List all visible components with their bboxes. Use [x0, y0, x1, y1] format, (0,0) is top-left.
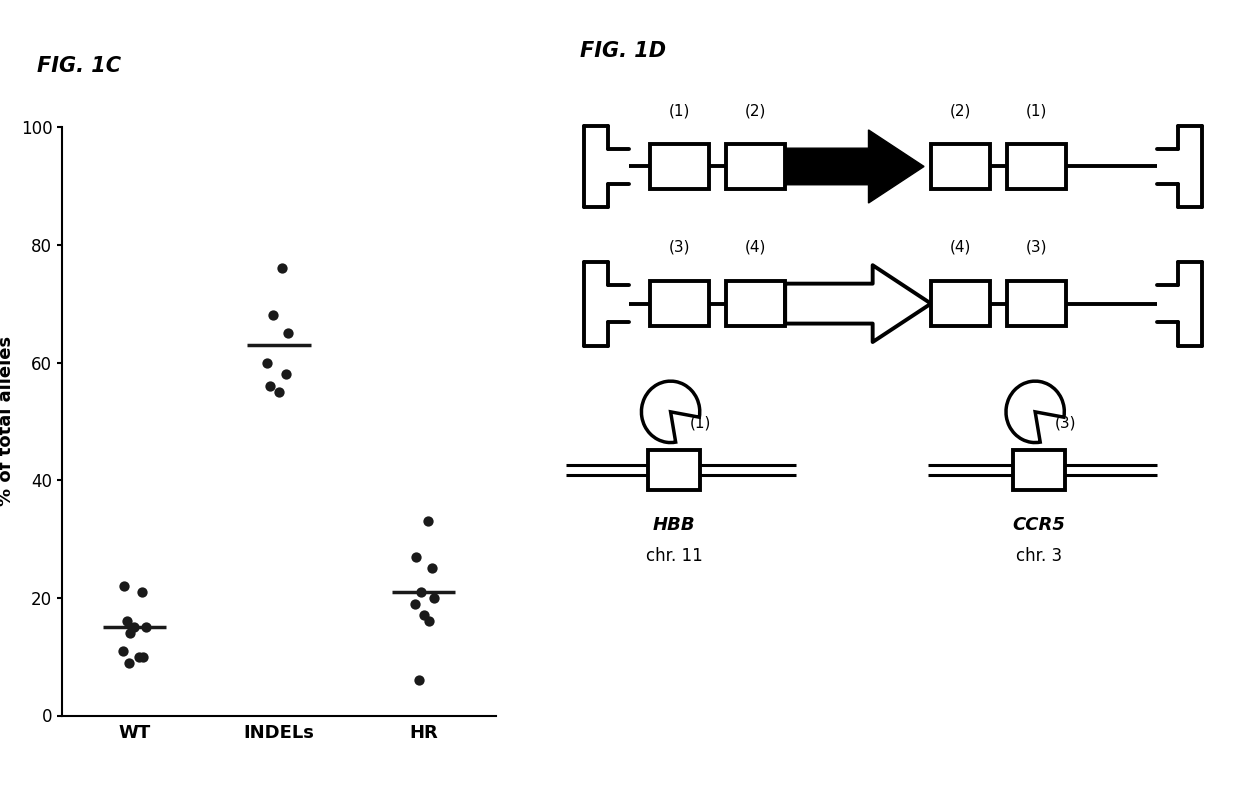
- Point: [414, 609, 434, 622]
- Point: [263, 309, 283, 322]
- Bar: [931, 144, 990, 189]
- Point: [418, 515, 438, 528]
- Point: [405, 597, 425, 610]
- Wedge shape: [1006, 381, 1064, 443]
- Text: CCR5: CCR5: [1012, 516, 1065, 533]
- Bar: [650, 281, 709, 326]
- Wedge shape: [641, 381, 699, 443]
- Point: [409, 674, 429, 687]
- Point: [410, 586, 430, 599]
- Point: [117, 615, 136, 628]
- Point: [114, 580, 134, 592]
- Bar: [727, 144, 785, 189]
- Point: [272, 262, 291, 275]
- Point: [120, 626, 140, 639]
- Bar: [931, 281, 990, 326]
- Text: FIG. 1D: FIG. 1D: [580, 41, 666, 60]
- Point: [258, 356, 278, 369]
- Point: [260, 380, 280, 393]
- Text: FIG. 1C: FIG. 1C: [37, 56, 122, 76]
- Point: [124, 621, 144, 634]
- Point: [424, 591, 444, 604]
- Bar: [1007, 144, 1066, 189]
- Point: [269, 386, 289, 398]
- Point: [407, 550, 427, 563]
- Text: chr. 3: chr. 3: [1016, 547, 1061, 565]
- Point: [278, 327, 298, 339]
- Point: [423, 562, 443, 575]
- Text: (3): (3): [1027, 239, 1048, 254]
- Point: [133, 650, 153, 663]
- Point: [419, 615, 439, 628]
- Polygon shape: [785, 266, 931, 342]
- Bar: [1007, 281, 1066, 326]
- Text: (2): (2): [950, 104, 971, 119]
- Text: (1): (1): [689, 415, 712, 430]
- Text: (2): (2): [745, 104, 766, 119]
- Bar: [650, 144, 709, 189]
- Point: [136, 621, 156, 634]
- Bar: [649, 450, 701, 490]
- Text: (3): (3): [668, 239, 689, 254]
- Point: [277, 368, 296, 381]
- Text: (1): (1): [668, 104, 689, 119]
- Bar: [1013, 450, 1065, 490]
- Text: (4): (4): [745, 239, 766, 254]
- Text: chr. 11: chr. 11: [646, 547, 702, 565]
- Text: (3): (3): [1054, 415, 1076, 430]
- Bar: [727, 281, 785, 326]
- Point: [129, 650, 149, 663]
- Y-axis label: % of total alleles: % of total alleles: [0, 336, 15, 506]
- Text: (1): (1): [1027, 104, 1048, 119]
- Text: HBB: HBB: [652, 516, 696, 533]
- Point: [113, 645, 133, 657]
- Text: (4): (4): [950, 239, 971, 254]
- Point: [119, 656, 139, 669]
- Polygon shape: [785, 130, 924, 203]
- Point: [131, 586, 151, 599]
